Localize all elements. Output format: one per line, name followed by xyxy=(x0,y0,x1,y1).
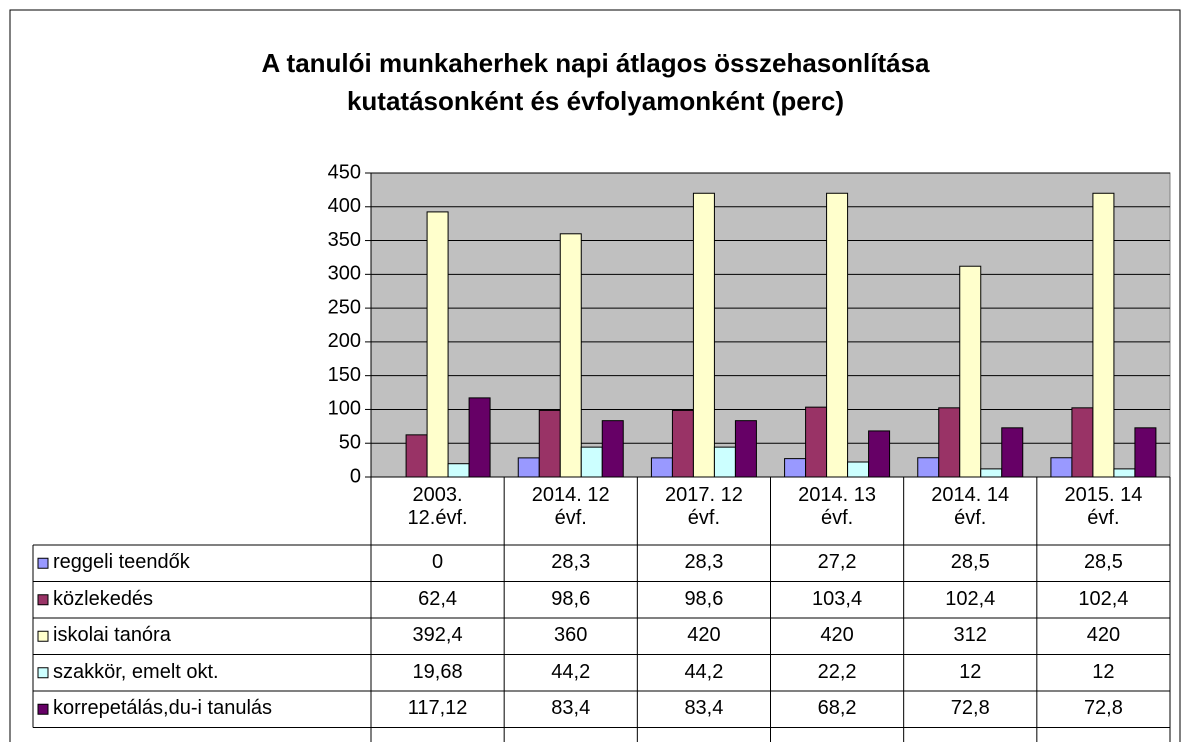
y-tick-label: 200 xyxy=(328,330,361,352)
legend-label: szakkör, emelt okt. xyxy=(53,660,219,683)
legend-label: iskolai tanóra xyxy=(53,624,171,646)
bar xyxy=(959,265,982,478)
x-category-label: 2014. 12 évf. xyxy=(531,484,610,529)
y-tick-label: 100 xyxy=(328,398,361,420)
x-category-label: 2003. 12.évf. xyxy=(407,484,468,529)
table-value: 62,4 xyxy=(418,587,458,610)
bar xyxy=(405,434,428,478)
table-value: 28,3 xyxy=(551,551,591,573)
table-value: 103,4 xyxy=(812,587,863,610)
table-value: 102,4 xyxy=(945,587,996,610)
bar xyxy=(713,446,736,478)
table-value: 72,8 xyxy=(1083,697,1123,719)
bar xyxy=(650,457,673,478)
table-value: 22,2 xyxy=(817,660,857,683)
table-value: 28,3 xyxy=(684,551,724,573)
legend-key xyxy=(37,594,49,606)
bar xyxy=(938,407,961,478)
bar xyxy=(447,463,470,478)
bar xyxy=(580,446,603,478)
table-value: 28,5 xyxy=(1083,551,1123,573)
bar xyxy=(1071,407,1094,478)
chart-border xyxy=(9,9,1181,742)
bar xyxy=(1001,427,1024,478)
bar xyxy=(671,409,694,478)
legend-label: korrepetálás,du-i tanulás xyxy=(53,697,273,719)
legend-key xyxy=(37,667,49,679)
table-value: 12 xyxy=(959,660,982,683)
bar xyxy=(692,192,715,478)
bar xyxy=(805,406,828,478)
x-category-label: 2014. 14 évf. xyxy=(931,484,1010,529)
table-value: 83,4 xyxy=(551,697,591,719)
bar xyxy=(826,192,849,478)
table-value: 102,4 xyxy=(1078,587,1129,610)
table-value: 98,6 xyxy=(684,587,724,610)
x-category-label: 2017. 12 évf. xyxy=(664,484,743,529)
table-value: 68,2 xyxy=(817,697,857,719)
y-tick-label: 450 xyxy=(328,161,361,183)
bar xyxy=(559,233,582,478)
legend-key xyxy=(37,703,49,715)
table-value: 0 xyxy=(432,551,444,573)
table-value: 117,12 xyxy=(407,697,468,719)
bar xyxy=(980,468,1003,478)
y-tick-label: 400 xyxy=(328,195,361,217)
y-tick-label: 350 xyxy=(328,229,361,251)
table-value: 44,2 xyxy=(684,660,724,683)
y-tick-label: 0 xyxy=(350,465,361,487)
table-value: 420 xyxy=(687,624,721,646)
x-category-label: 2014. 13 évf. xyxy=(798,484,876,529)
bar xyxy=(734,420,757,478)
bar xyxy=(468,397,491,478)
legend-label: reggeli teendők xyxy=(53,551,190,573)
bar xyxy=(917,457,940,478)
y-tick-label: 50 xyxy=(339,432,361,454)
table-value: 12 xyxy=(1092,660,1115,683)
plot-area xyxy=(370,172,1171,478)
table-value: 28,5 xyxy=(950,551,990,573)
bar xyxy=(847,461,870,478)
bar xyxy=(1050,457,1073,478)
legend-key xyxy=(37,557,49,569)
bar xyxy=(538,409,561,478)
y-tick-label: 300 xyxy=(328,263,361,285)
table-value: 44,2 xyxy=(551,660,591,683)
legend-label: közlekedés xyxy=(53,587,154,610)
y-tick-label: 150 xyxy=(328,364,361,386)
y-tick-label: 250 xyxy=(328,296,361,318)
table-value: 83,4 xyxy=(684,697,724,719)
bar xyxy=(1134,427,1157,478)
table-value: 72,8 xyxy=(950,697,990,719)
bar xyxy=(1092,192,1115,478)
bar xyxy=(868,430,891,478)
bar xyxy=(601,420,624,478)
legend-key xyxy=(37,630,49,642)
table-value: 27,2 xyxy=(817,551,857,573)
table-value: 19,68 xyxy=(412,660,463,683)
table-value: 312 xyxy=(953,624,987,646)
table-value: 392,4 xyxy=(412,624,463,646)
table-value: 420 xyxy=(1086,624,1121,646)
bar xyxy=(517,457,540,478)
bar xyxy=(426,211,449,478)
x-category-label: 2015. 14 évf. xyxy=(1064,484,1143,529)
table-value: 420 xyxy=(820,624,854,646)
bar xyxy=(784,458,807,478)
table-value: 98,6 xyxy=(551,587,591,610)
table-value: 360 xyxy=(554,624,588,646)
bar xyxy=(1113,468,1136,478)
chart-title: A tanulói munkaherhek napi átlagos össze… xyxy=(261,48,930,116)
